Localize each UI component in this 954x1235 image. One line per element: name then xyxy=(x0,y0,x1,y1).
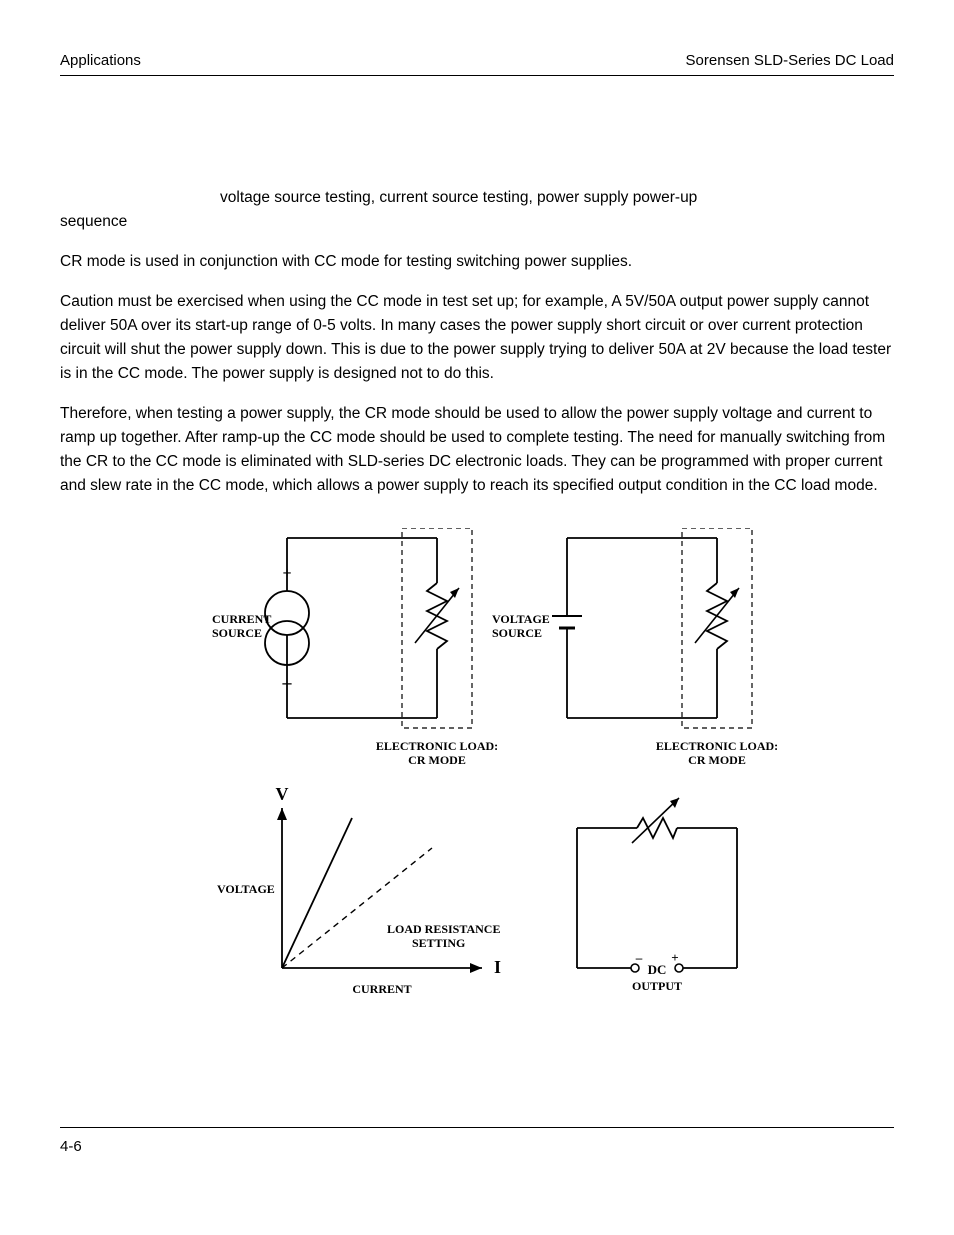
voltage-source-circuit: VOLTAGE SOURCE ELECTRONIC LOAD: CR MODE xyxy=(492,528,778,767)
eload-label-right-2: CR MODE xyxy=(688,753,746,767)
eload-label-left-1: ELECTRONIC LOAD: xyxy=(376,739,498,753)
vi-graph: V I VOLTAGE CURRENT LOAD RESISTANCE SETT… xyxy=(217,784,501,996)
output-label: OUTPUT xyxy=(632,979,682,993)
paragraph-apps: voltage source testing, current source t… xyxy=(60,186,894,234)
load-res-label-1: LOAD RESISTANCE xyxy=(387,922,500,936)
v-axis-symbol: V xyxy=(276,784,289,804)
variable-resistor-icon xyxy=(415,538,459,718)
body-content: voltage source testing, current source t… xyxy=(60,186,894,1008)
paragraph-4: Therefore, when testing a power supply, … xyxy=(60,402,894,498)
header-left: Applications xyxy=(60,52,141,69)
dc-label: DC xyxy=(648,962,667,977)
current-source-circuit: + – CURRENT SOURCE ELECTRONIC LOAD: xyxy=(212,528,498,767)
load-res-label-2: SETTING xyxy=(412,936,465,950)
document-page: Applications Sorensen SLD-Series DC Load… xyxy=(0,0,954,1235)
dc-output-circuit: – + DC OUTPUT xyxy=(577,798,737,993)
paragraph-2: CR mode is used in conjunction with CC m… xyxy=(60,250,894,274)
header-right: Sorensen SLD-Series DC Load xyxy=(686,52,894,69)
current-source-label-2: SOURCE xyxy=(212,626,262,640)
figure-wrapper: + – CURRENT SOURCE ELECTRONIC LOAD: xyxy=(60,528,894,1008)
variable-resistor-icon-2 xyxy=(695,538,739,718)
page-footer: 4-6 xyxy=(60,1127,894,1155)
svg-text:+: + xyxy=(282,565,291,582)
i-axis-symbol: I xyxy=(494,957,501,977)
current-axis-label: CURRENT xyxy=(352,982,411,996)
voltage-source-label-1: VOLTAGE xyxy=(492,612,550,626)
apps-line-a: voltage source testing, current source t… xyxy=(220,189,697,206)
eload-label-right-1: ELECTRONIC LOAD: xyxy=(656,739,778,753)
voltage-source-label-2: SOURCE xyxy=(492,626,542,640)
svg-text:+: + xyxy=(671,950,678,965)
variable-resistor-icon-3 xyxy=(632,798,679,843)
apps-line-b: sequence xyxy=(60,213,127,230)
eload-label-left-2: CR MODE xyxy=(408,753,466,767)
page-number: 4-6 xyxy=(60,1138,82,1155)
svg-text:–: – xyxy=(635,950,643,965)
paragraph-3: Caution must be exercised when using the… xyxy=(60,290,894,386)
page-header: Applications Sorensen SLD-Series DC Load xyxy=(60,52,894,76)
svg-text:–: – xyxy=(282,672,293,692)
current-source-label-1: CURRENT xyxy=(212,612,271,626)
circuit-diagram: + – CURRENT SOURCE ELECTRONIC LOAD: xyxy=(167,528,787,1008)
voltage-axis-label: VOLTAGE xyxy=(217,882,275,896)
